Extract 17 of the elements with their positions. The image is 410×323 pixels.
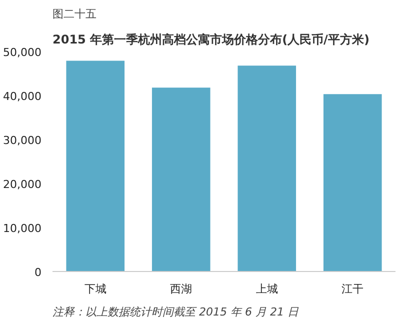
chart-title: 2015 年第一季杭州高档公寓市场价格分布(人民币/平方米) — [52, 32, 370, 46]
y-tick-label: 50,000 — [3, 46, 42, 59]
y-tick-label: 0 — [34, 266, 42, 279]
bar — [323, 94, 382, 272]
chart-subtitle: 图二十五 — [52, 8, 96, 20]
y-tick-label: 20,000 — [3, 178, 42, 191]
y-tick-label: 40,000 — [3, 90, 42, 103]
bar — [238, 66, 296, 272]
x-tick-label: 上城 — [256, 282, 278, 296]
x-tick-label: 西湖 — [170, 282, 192, 296]
y-tick-label: 30,000 — [3, 134, 42, 147]
y-tick-label: 10,000 — [3, 222, 42, 235]
bar — [152, 88, 210, 272]
x-tick-label: 下城 — [84, 282, 106, 296]
bar — [66, 60, 125, 272]
text: 注释：以上数据统计时间截至 2015 年 6 月 21 日 — [52, 306, 300, 318]
x-tick-label: 江干 — [342, 282, 364, 296]
